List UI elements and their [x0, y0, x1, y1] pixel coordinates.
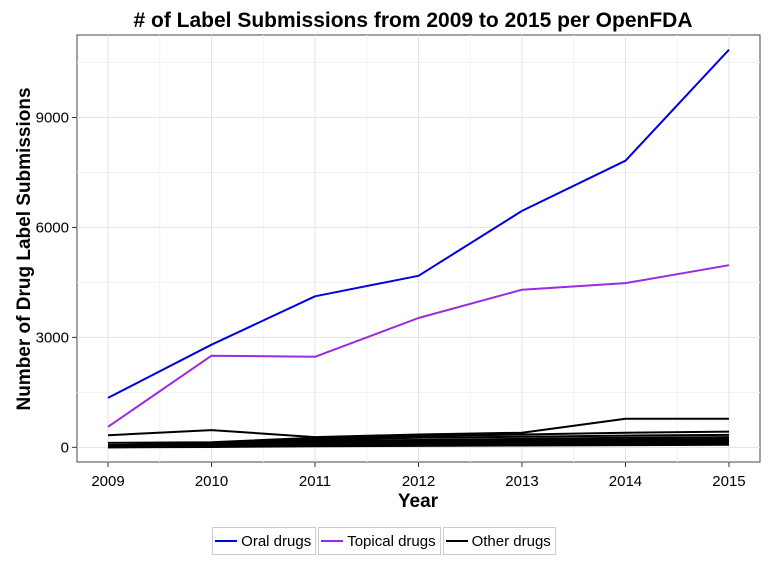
legend: Oral drugs Topical drugs Other drugs [0, 527, 768, 555]
x-tick-label: 2010 [195, 473, 228, 490]
x-tick-label: 2011 [299, 473, 331, 490]
x-axis-label: Year [398, 491, 439, 512]
series-line-other-drugs [107, 443, 730, 449]
x-tick-label: 2013 [505, 473, 538, 490]
y-tick-label: 9000 [36, 109, 69, 126]
y-tick-label: 6000 [36, 219, 69, 236]
y-tick-label: 3000 [36, 329, 69, 346]
x-tick-label: 2015 [712, 473, 745, 490]
legend-item-topical: Topical drugs [318, 527, 441, 555]
legend-key-other [445, 540, 468, 542]
series-line-oral-drugs [107, 49, 730, 399]
series-line-other-drugs [107, 417, 729, 439]
series-line-topical-drugs [107, 264, 730, 428]
legend-key-oral [215, 540, 238, 542]
x-tick-label: 2012 [402, 473, 435, 490]
x-tick-label: 2009 [91, 473, 124, 490]
y-axis-ticks: 0 3000 6000 9000 [36, 109, 77, 456]
chart-title: # of Label Submissions from 2009 to 2015… [134, 9, 693, 32]
legend-label-other: Other drugs [471, 532, 551, 550]
legend-item-oral: Oral drugs [212, 527, 317, 555]
y-axis-label: Number of Drug Label Submissions [14, 87, 35, 410]
x-tick-label: 2014 [609, 473, 642, 490]
legend-key-topical [321, 540, 344, 542]
y-tick-label: 0 [61, 439, 69, 456]
x-axis-ticks: 2009 2010 2011 2012 2013 2014 2015 [91, 462, 746, 490]
series-line-other-drugs [107, 430, 730, 444]
legend-label-topical: Topical drugs [347, 532, 436, 550]
legend-label-oral: Oral drugs [241, 532, 312, 550]
series-lines [107, 49, 730, 449]
legend-item-other: Other drugs [442, 527, 556, 555]
